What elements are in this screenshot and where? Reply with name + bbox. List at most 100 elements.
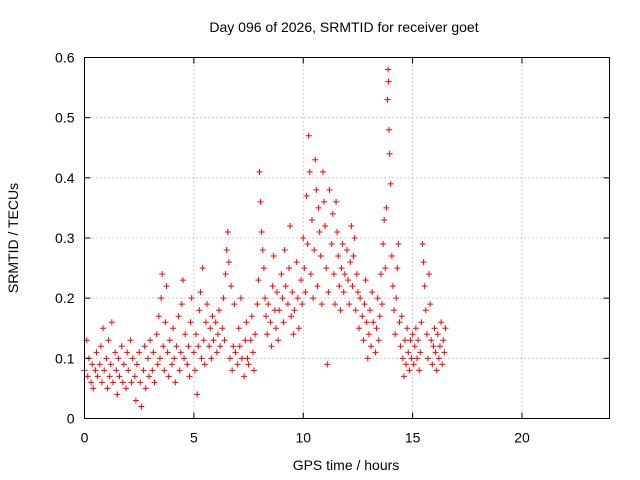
y-tick-label: 0.4 bbox=[55, 170, 75, 186]
data-point bbox=[368, 343, 375, 350]
data-point bbox=[232, 349, 239, 356]
data-point bbox=[328, 241, 335, 248]
data-point bbox=[108, 319, 115, 326]
data-point bbox=[366, 307, 373, 314]
y-tick-label: 0.2 bbox=[55, 290, 75, 306]
data-point bbox=[325, 289, 332, 296]
data-point bbox=[198, 355, 205, 362]
data-point bbox=[151, 379, 158, 386]
data-point bbox=[441, 349, 448, 356]
tick-marks bbox=[84, 57, 610, 419]
data-point bbox=[386, 150, 393, 157]
data-point bbox=[431, 325, 438, 332]
data-point bbox=[348, 222, 355, 229]
data-point bbox=[326, 186, 333, 193]
data-point bbox=[351, 235, 358, 241]
data-point bbox=[272, 325, 279, 332]
data-point bbox=[223, 247, 230, 254]
data-point bbox=[150, 349, 157, 356]
data-point bbox=[289, 289, 296, 296]
data-point bbox=[245, 361, 252, 368]
data-point bbox=[339, 241, 346, 248]
data-point bbox=[230, 343, 237, 350]
data-point bbox=[160, 343, 167, 350]
data-point bbox=[345, 277, 352, 284]
data-point bbox=[379, 301, 385, 308]
data-point bbox=[336, 283, 343, 290]
data-point bbox=[193, 331, 200, 338]
data-point bbox=[202, 319, 209, 326]
data-point bbox=[316, 228, 323, 235]
data-point bbox=[242, 337, 249, 344]
data-point bbox=[220, 295, 227, 302]
data-point bbox=[255, 277, 262, 284]
data-point bbox=[184, 361, 191, 368]
data-point bbox=[216, 307, 223, 314]
data-point bbox=[144, 355, 151, 362]
data-point bbox=[419, 241, 426, 248]
data-point bbox=[436, 343, 443, 350]
data-point bbox=[288, 313, 295, 320]
data-point bbox=[299, 301, 306, 308]
data-point bbox=[418, 319, 425, 326]
data-point bbox=[261, 295, 268, 302]
data-point bbox=[347, 259, 354, 266]
data-point bbox=[416, 367, 423, 374]
data-point bbox=[424, 355, 431, 362]
data-point bbox=[307, 271, 314, 278]
x-tick-label: 5 bbox=[190, 430, 198, 446]
y-tick-label: 0.5 bbox=[55, 110, 75, 126]
data-point bbox=[408, 355, 415, 362]
data-point bbox=[274, 289, 280, 296]
data-point bbox=[337, 307, 344, 314]
data-point bbox=[119, 379, 126, 386]
data-point bbox=[185, 343, 192, 350]
data-point bbox=[323, 265, 330, 272]
data-point bbox=[207, 325, 214, 332]
data-point bbox=[259, 247, 266, 254]
data-point bbox=[178, 301, 185, 308]
data-point bbox=[294, 295, 301, 302]
data-point bbox=[112, 349, 119, 356]
data-point bbox=[432, 349, 439, 356]
data-point bbox=[209, 313, 216, 320]
data-point bbox=[199, 265, 206, 272]
data-point bbox=[440, 337, 447, 344]
data-point bbox=[442, 325, 449, 332]
data-point bbox=[170, 325, 177, 332]
data-point bbox=[165, 373, 172, 380]
data-point bbox=[364, 355, 371, 362]
data-point bbox=[335, 253, 342, 260]
y-axis-label: SRMTID / TECUs bbox=[5, 183, 21, 293]
data-point bbox=[428, 337, 435, 344]
data-point bbox=[115, 355, 122, 362]
data-point bbox=[361, 301, 368, 308]
data-point bbox=[99, 379, 105, 386]
data-point bbox=[156, 355, 163, 362]
data-point bbox=[376, 313, 383, 320]
data-point bbox=[123, 385, 130, 392]
data-point bbox=[427, 301, 434, 308]
data-point bbox=[395, 241, 402, 248]
data-point bbox=[370, 319, 377, 326]
data-points bbox=[81, 66, 449, 410]
y-tick-label: 0.6 bbox=[55, 50, 75, 66]
data-point bbox=[280, 319, 287, 326]
data-point bbox=[237, 295, 244, 302]
data-point bbox=[286, 265, 293, 272]
data-point bbox=[88, 379, 95, 386]
data-point bbox=[317, 253, 324, 260]
data-point bbox=[398, 313, 405, 320]
data-point bbox=[329, 210, 336, 217]
data-point bbox=[118, 343, 125, 350]
data-point bbox=[175, 313, 182, 320]
data-point bbox=[389, 283, 396, 290]
data-point bbox=[235, 325, 242, 332]
data-point bbox=[400, 373, 407, 380]
data-point bbox=[319, 168, 326, 175]
data-point bbox=[228, 283, 235, 290]
data-point bbox=[221, 337, 228, 344]
data-point bbox=[334, 228, 341, 235]
data-point bbox=[369, 289, 376, 296]
